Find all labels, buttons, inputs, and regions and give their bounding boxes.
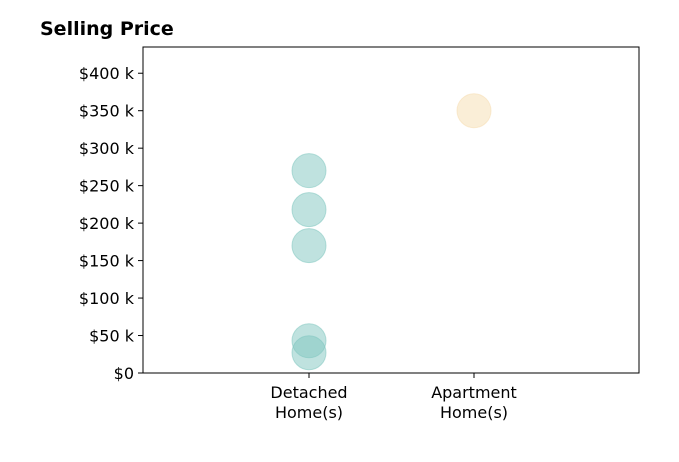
y-tick-label: $0	[114, 364, 134, 383]
y-tick-label: $50 k	[89, 327, 135, 346]
x-tick-label: Apartment Home(s)	[431, 383, 517, 422]
y-tick-label: $300 k	[79, 139, 135, 158]
data-point	[291, 228, 327, 264]
y-tick-label: $400 k	[79, 64, 135, 83]
plot-area: $0 $50 k $100 k $150 k $200 k $250 k $300 k $35…	[79, 46, 640, 422]
x-axis: Detached Home(s) Apartment Home(s)	[270, 373, 517, 422]
y-tick-label: $200 k	[79, 214, 135, 233]
y-tick-label: $100 k	[79, 289, 135, 308]
y-tick-label: $250 k	[79, 177, 135, 196]
data-point	[291, 323, 327, 359]
y-tick-label: $150 k	[79, 252, 135, 271]
data-point	[456, 93, 492, 129]
y-tick-label: $350 k	[79, 102, 135, 121]
axes-frame	[142, 46, 640, 374]
y-axis: $0 $50 k $100 k $150 k $200 k $250 k $300 k $35…	[79, 64, 143, 383]
data-point	[291, 192, 327, 228]
data-point	[291, 153, 327, 189]
data-points	[291, 93, 492, 371]
chart-title: Selling Price	[40, 18, 174, 40]
x-tick-label: Detached Home(s)	[270, 383, 347, 422]
